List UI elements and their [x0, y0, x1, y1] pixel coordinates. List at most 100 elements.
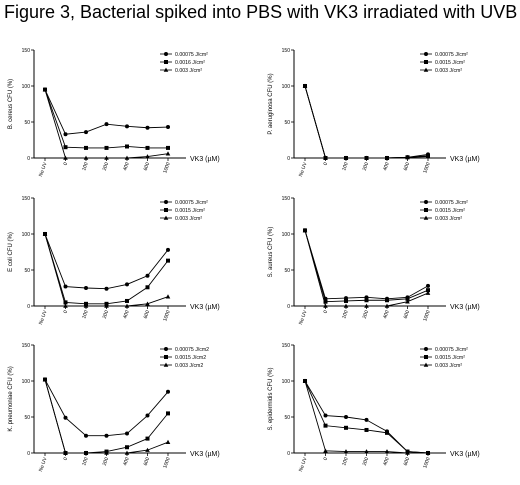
legend-label: 0.00075 J/cm² — [435, 52, 468, 58]
x-tick-label: 400 — [122, 161, 131, 171]
data-point-circle — [145, 413, 150, 418]
y-tick-label: 100 — [282, 84, 291, 90]
legend-label: 0.00075 J/cm2 — [175, 347, 209, 353]
data-point-circle — [84, 433, 88, 438]
y-axis-label: B. cereus CFU (%) — [8, 79, 14, 129]
y-axis-label: S. epidermidis CFU (%) — [268, 367, 274, 430]
y-axis-label: K. pneumoniae CFU (%) — [8, 366, 14, 431]
data-point-triangle — [384, 449, 390, 454]
data-point-square — [63, 145, 68, 150]
y-tick-label: 150 — [22, 48, 31, 54]
data-point-triangle — [145, 301, 150, 306]
data-point-square — [323, 423, 328, 428]
data-point-circle — [104, 286, 109, 291]
data-point-square — [323, 299, 328, 304]
series-line — [304, 380, 429, 454]
y-tick-label: 0 — [27, 304, 30, 310]
data-point-triangle — [405, 154, 410, 160]
x-tick-label: 0 — [63, 161, 70, 166]
data-point-square — [424, 208, 428, 212]
y-tick-label: 100 — [22, 84, 31, 90]
x-tick-label: No UV — [298, 456, 309, 473]
legend-label: 0.0015 J/cm² — [435, 355, 465, 361]
legend-label: 0.003 J/cm² — [175, 216, 202, 222]
data-point-circle — [104, 122, 109, 127]
data-point-triangle — [384, 155, 390, 160]
data-point-triangle — [163, 67, 169, 72]
series-line — [304, 380, 428, 454]
series-line — [44, 379, 169, 437]
data-point-triangle — [42, 87, 48, 92]
data-point-triangle — [425, 450, 431, 455]
data-point-square — [405, 296, 410, 301]
data-point-triangle — [163, 362, 169, 367]
data-point-triangle — [83, 155, 89, 160]
data-point-triangle — [323, 155, 328, 160]
legend-label: 0.003 J/cm² — [175, 68, 202, 74]
data-point-triangle — [425, 154, 431, 159]
data-point-triangle — [384, 303, 390, 308]
data-point-circle — [145, 125, 150, 130]
data-point-square — [125, 144, 129, 149]
chart-panel-e-coli: E coli CFU (%) 0 50 100 150 No UV 0 100 200 400 60… — [0, 188, 260, 338]
legend-label: 0.00075 J/cm² — [435, 347, 468, 353]
data-point-circle — [63, 132, 68, 137]
data-point-triangle — [323, 303, 328, 308]
data-point-triangle — [163, 215, 169, 220]
legend-label: 0.0015 J/cm² — [435, 60, 465, 66]
chart-panel-p-aeruginosa: P. aeruginosa CFU (%) 0 50 100 150 No UV 0 100 2… — [260, 40, 520, 190]
x-tick-label: No UV — [38, 161, 49, 178]
data-point-triangle — [423, 362, 429, 367]
chart-svg: S. aureus CFU (%) 0 50 100 150 No UV 0 100 200 40… — [268, 196, 480, 326]
y-tick-label: 100 — [22, 379, 31, 385]
x-tick-label: 0 — [323, 161, 330, 166]
y-tick-label: 50 — [284, 415, 290, 421]
data-point-circle — [125, 124, 129, 129]
x-tick-label: 600 — [403, 161, 412, 171]
data-point-square — [385, 298, 389, 303]
data-point-circle — [104, 433, 109, 438]
data-point-square — [364, 427, 369, 432]
x-tick-label: 400 — [382, 161, 391, 171]
x-axis-label: VK3 (µM) — [450, 304, 480, 311]
x-tick-label: 600 — [403, 456, 412, 466]
series-line — [304, 85, 429, 159]
y-tick-label: 150 — [22, 196, 31, 202]
x-tick-label: No UV — [298, 161, 309, 178]
legend-label: 0.003 J/cm² — [435, 68, 462, 74]
x-tick-label: 1000 — [162, 456, 172, 469]
chart-svg: S. epidermidis CFU (%) 0 50 100 150 No UV 0 100… — [268, 343, 480, 473]
legend-label: 0.0016 J/cm² — [175, 60, 205, 66]
x-tick-label: 400 — [122, 309, 131, 319]
data-point-triangle — [165, 294, 171, 299]
data-point-triangle — [302, 228, 308, 233]
legend-label: 0.0015 J/cm² — [175, 208, 205, 214]
figure-title: Figure 3, Bacterial spiked into PBS with… — [4, 2, 518, 22]
data-point-circle — [125, 431, 129, 436]
x-tick-label: 200 — [362, 161, 371, 171]
x-tick-label: No UV — [298, 309, 309, 326]
y-axis-label: S. aureus CFU (%) — [268, 227, 274, 278]
x-tick-label: 1000 — [162, 161, 172, 174]
y-tick-label: 50 — [284, 120, 290, 126]
y-tick-label: 100 — [282, 379, 291, 385]
data-point-circle — [164, 200, 168, 204]
data-point-triangle — [124, 303, 130, 308]
x-tick-label: 100 — [341, 309, 350, 319]
series-line — [44, 89, 169, 135]
chart-svg: E coli CFU (%) 0 50 100 150 No UV 0 100 200 400 60… — [8, 196, 220, 326]
data-point-triangle — [63, 303, 68, 308]
data-point-square — [166, 145, 170, 150]
data-point-square — [166, 258, 170, 263]
y-tick-label: 50 — [284, 268, 290, 274]
x-tick-label: No UV — [38, 309, 49, 326]
x-tick-label: 100 — [341, 456, 350, 466]
x-tick-label: 600 — [143, 309, 152, 319]
x-tick-label: 200 — [362, 309, 371, 319]
data-point-square — [63, 300, 68, 305]
x-axis-label: VK3 (µM) — [450, 451, 480, 458]
x-tick-label: 600 — [143, 161, 152, 171]
data-point-square — [426, 288, 430, 293]
data-point-circle — [164, 52, 168, 56]
data-point-circle — [344, 415, 348, 419]
